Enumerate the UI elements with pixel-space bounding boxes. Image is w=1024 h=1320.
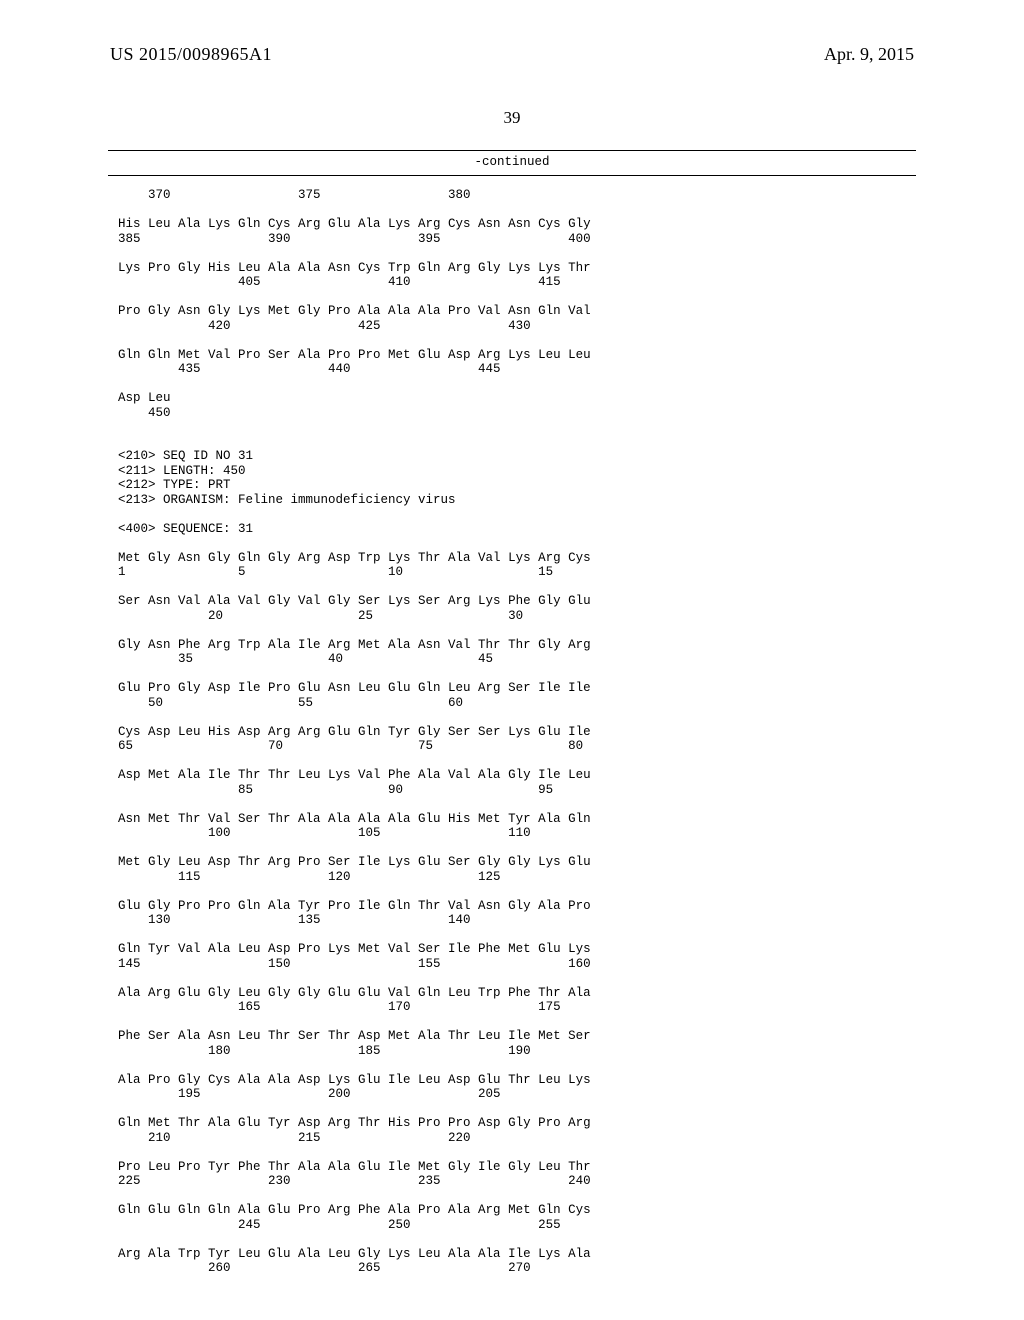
continued-label: -continued: [0, 155, 1024, 169]
sequence-listing: 370 375 380 His Leu Ala Lys Gln Cys Arg …: [118, 188, 591, 1276]
header-date: Apr. 9, 2015: [824, 44, 914, 65]
header-pub-number: US 2015/0098965A1: [110, 44, 272, 65]
rule-bottom: [108, 175, 916, 176]
page-number: 39: [0, 108, 1024, 128]
page: US 2015/0098965A1 Apr. 9, 2015 39 -conti…: [0, 0, 1024, 1320]
rule-top: [108, 150, 916, 151]
